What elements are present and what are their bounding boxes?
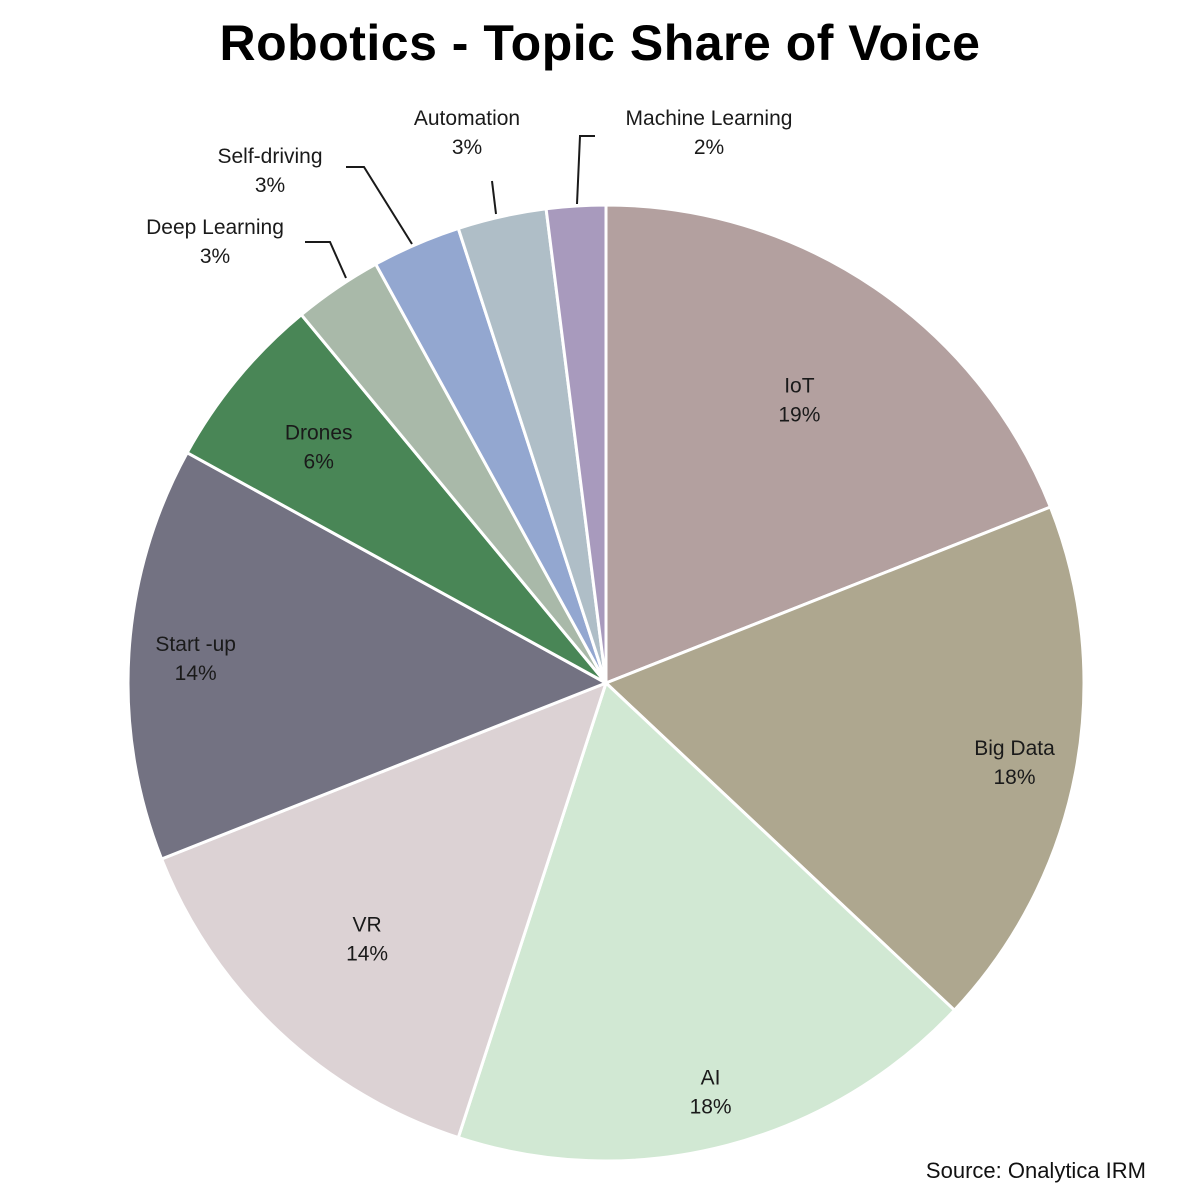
slice-value-deep-learning: 3% — [200, 245, 230, 268]
slice-label-automation: Automation — [414, 107, 520, 130]
slice-value-iot: 19% — [778, 403, 820, 426]
slice-label-ai: AI — [701, 1066, 721, 1089]
slice-label-machine-learning: Machine Learning — [626, 107, 793, 130]
leader-line-machine-learning — [576, 135, 595, 205]
slice-label-drones: Drones — [285, 421, 353, 444]
slice-value-drones: 6% — [304, 450, 334, 473]
pie-slice-iot — [604, 203, 1052, 685]
slice-label-start-up: Start -up — [155, 633, 236, 656]
slice-label-deep-learning: Deep Learning — [146, 216, 284, 239]
callout-leaders — [305, 135, 595, 279]
slice-label-vr: VR — [353, 913, 382, 936]
pie-slice-ai — [456, 681, 956, 1163]
slice-value-start-up: 14% — [175, 662, 217, 685]
slice-value-machine-learning: 2% — [694, 136, 724, 159]
pie-slice-drones — [185, 313, 608, 685]
leader-line-automation — [491, 180, 497, 215]
leader-line-deep-learning — [305, 241, 347, 279]
pie-slice-big-data — [604, 505, 1086, 1012]
slice-label-self-driving: Self-driving — [217, 145, 322, 168]
slice-value-ai: 18% — [690, 1095, 732, 1118]
source-note: Source: Onalytica IRM — [925, 1158, 1146, 1183]
slice-value-vr: 14% — [346, 942, 388, 965]
leader-line-self-driving — [346, 166, 413, 245]
slice-value-big-data: 18% — [993, 766, 1035, 789]
slice-value-self-driving: 3% — [255, 174, 285, 197]
pie-slices — [126, 203, 1086, 1163]
slice-label-big-data: Big Data — [974, 737, 1055, 760]
chart-title: Robotics - Topic Share of Voice — [219, 15, 981, 71]
slice-labels: IoT 19% Big Data 18% AI 18% VR 14% Start -up 14% D… — [146, 107, 1055, 1118]
slice-value-automation: 3% — [452, 136, 482, 159]
slice-label-iot: IoT — [784, 374, 815, 397]
pie-slice-start-up — [126, 451, 608, 861]
pie-slice-vr — [160, 681, 608, 1140]
pie-slice-machine-learning — [544, 203, 608, 685]
